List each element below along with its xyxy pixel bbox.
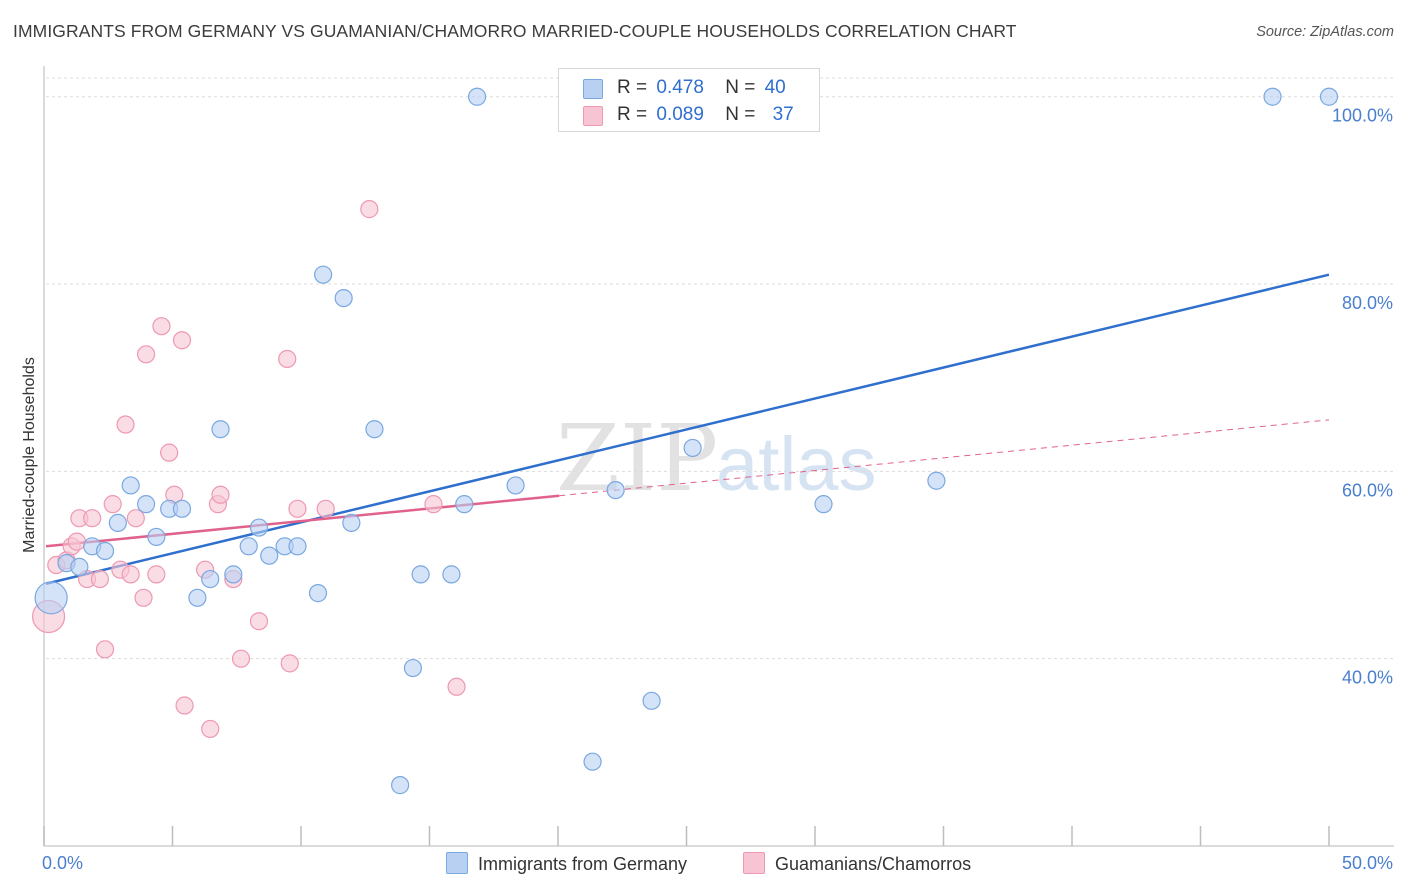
- y-tick-label: 40.0%: [1342, 668, 1393, 688]
- data-point-germany: [239, 537, 258, 556]
- x-tick-label-max: 50.0%: [1342, 853, 1393, 873]
- data-point-germany: [108, 513, 127, 532]
- data-point-germany: [224, 565, 243, 584]
- bottom-legend-germany: Immigrants from Germany: [446, 852, 687, 875]
- legend-n-value-guamanian: 37: [772, 104, 794, 125]
- data-point-germany: [683, 438, 702, 458]
- data-point-guamanian: [201, 719, 220, 739]
- data-point-germany: [606, 480, 625, 500]
- y-tick-label: 60.0%: [1342, 480, 1393, 500]
- data-point-germany: [506, 476, 525, 495]
- data-point-germany: [34, 581, 68, 615]
- data-point-guamanian: [90, 569, 109, 589]
- data-point-germany: [70, 557, 89, 576]
- data-point-germany: [583, 752, 602, 771]
- legend-r-value-guamanian: 0.089: [656, 104, 704, 125]
- watermark: ZIP atlas: [556, 405, 877, 512]
- data-point-guamanian: [95, 640, 115, 659]
- data-point-guamanian: [175, 696, 194, 715]
- data-point-guamanian: [134, 588, 153, 607]
- data-point-guamanian: [316, 499, 335, 518]
- trend-lines: [45, 273, 1330, 585]
- data-point-germany: [95, 541, 115, 561]
- legend-swatch-guamanian: [583, 106, 603, 126]
- data-point-germany: [147, 527, 166, 547]
- data-points: [31, 87, 1339, 795]
- data-point-germany: [467, 87, 487, 106]
- legend-r-label: R =: [617, 77, 648, 98]
- bottom-legend-label-guamanian: Guamanians/Chamorros: [775, 854, 972, 874]
- data-point-guamanian: [103, 495, 122, 514]
- x-tick-label-min: 0.0%: [42, 853, 83, 873]
- data-point-germany: [411, 565, 430, 584]
- data-point-germany: [136, 495, 156, 514]
- data-point-guamanian: [152, 317, 171, 336]
- data-point-guamanian: [231, 649, 251, 668]
- bottom-legend-label-germany: Immigrants from Germany: [478, 854, 688, 874]
- legend-r-value-germany: 0.478: [656, 77, 704, 98]
- data-point-germany: [365, 420, 384, 439]
- data-point-guamanian: [278, 349, 297, 369]
- bottom-legend-swatch-germany: [446, 852, 468, 874]
- data-point-germany: [642, 691, 661, 710]
- data-point-guamanian: [116, 415, 135, 434]
- data-point-germany: [308, 584, 328, 603]
- data-point-germany: [334, 288, 353, 308]
- data-point-germany: [288, 537, 307, 556]
- data-point-germany: [1263, 87, 1282, 106]
- data-point-guamanian: [160, 443, 179, 462]
- bottom-legend-swatch-guamanian: [743, 852, 765, 874]
- data-point-germany: [1319, 87, 1339, 106]
- y-tick-label: 100.0%: [1332, 106, 1393, 126]
- trend-line-germany: [45, 273, 1330, 585]
- data-point-guamanian: [67, 532, 86, 551]
- legend-n-label: N =: [725, 104, 756, 125]
- data-point-germany: [442, 565, 461, 584]
- data-point-guamanian: [424, 495, 443, 514]
- data-point-germany: [342, 513, 361, 532]
- data-point-guamanian: [360, 200, 379, 219]
- data-point-guamanian: [172, 331, 192, 350]
- legend-swatch-germany: [583, 79, 603, 99]
- data-point-germany: [814, 495, 833, 514]
- data-point-guamanian: [83, 509, 102, 528]
- data-point-guamanian: [249, 612, 269, 631]
- gridlines: [46, 77, 1394, 660]
- data-point-germany: [260, 546, 279, 565]
- chart-title: IMMIGRANTS FROM GERMANY VS GUAMANIAN/CHA…: [13, 21, 1017, 41]
- legend-r-label: R =: [617, 104, 648, 125]
- legend-n-value-germany: 40: [764, 77, 786, 98]
- data-point-guamanian: [126, 509, 145, 528]
- legend-n-label: N =: [725, 77, 756, 98]
- data-point-germany: [403, 658, 423, 678]
- data-point-germany: [249, 518, 269, 537]
- data-point-guamanian: [280, 654, 299, 673]
- source-label: Source: ZipAtlas.com: [1256, 24, 1394, 40]
- data-point-germany: [391, 776, 410, 795]
- data-point-germany: [211, 420, 230, 439]
- tick-labels: 40.0% 60.0% 80.0% 100.0% 0.0% 50.0%: [42, 106, 1393, 873]
- data-point-germany: [201, 569, 220, 589]
- legend: R = 0.478 N = 40 R = 0.089 N = 37: [558, 68, 820, 132]
- trend-extension-guamanian: [559, 419, 1330, 497]
- data-point-germany: [172, 499, 192, 518]
- trend-line-guamanian: [45, 494, 560, 548]
- watermark-atlas: atlas: [716, 422, 877, 507]
- watermark-zip: ZIP: [556, 405, 718, 512]
- data-point-guamanian: [288, 499, 307, 518]
- data-point-germany: [927, 471, 946, 490]
- data-point-guamanian: [211, 485, 230, 504]
- y-tick-label: 80.0%: [1342, 293, 1393, 313]
- axes: [43, 66, 1394, 847]
- data-point-guamanian: [121, 565, 140, 584]
- data-point-germany: [455, 495, 474, 514]
- bottom-legend-guamanian: Guamanians/Chamorros: [743, 852, 971, 875]
- data-point-guamanian: [447, 677, 466, 696]
- data-point-guamanian: [136, 345, 156, 364]
- data-point-guamanian: [147, 565, 166, 584]
- data-point-germany: [188, 588, 207, 607]
- data-point-germany: [314, 265, 333, 284]
- data-point-germany: [121, 476, 140, 495]
